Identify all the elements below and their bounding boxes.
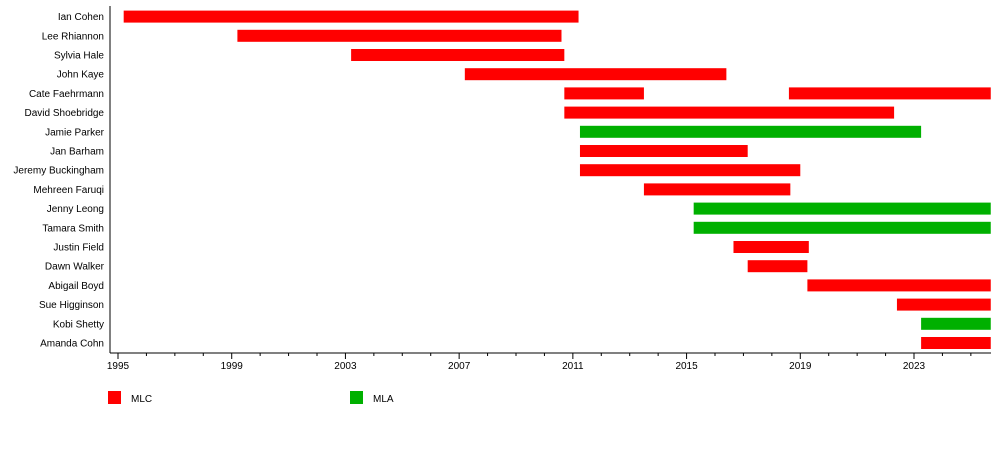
- legend-swatch: [350, 391, 363, 404]
- term-bar: [693, 202, 991, 215]
- x-tick-label: 1995: [107, 361, 130, 372]
- row-label: Sylvia Hale: [54, 51, 104, 62]
- row-label: Amanda Cohn: [40, 339, 104, 350]
- x-tick-label: 2023: [903, 361, 926, 372]
- term-bar: [564, 87, 644, 100]
- x-tick-label: 1999: [221, 361, 244, 372]
- term-bar: [237, 29, 562, 42]
- row-label: Tamara Smith: [42, 223, 104, 234]
- row-label: Dawn Walker: [45, 262, 105, 273]
- term-bar: [579, 164, 801, 177]
- term-bar: [807, 279, 991, 292]
- row-label: Sue Higginson: [39, 300, 104, 311]
- term-bar: [123, 10, 579, 23]
- row-label: Mehreen Faruqi: [33, 185, 104, 196]
- term-bar: [579, 125, 922, 138]
- row-label: Jenny Leong: [47, 204, 104, 215]
- row-label: Justin Field: [53, 243, 104, 254]
- legend-swatch: [108, 391, 121, 404]
- row-label: Jeremy Buckingham: [13, 166, 104, 177]
- row-label: Jamie Parker: [45, 127, 105, 138]
- term-bar: [788, 87, 991, 100]
- term-bar: [579, 145, 748, 157]
- term-bar: [733, 241, 809, 253]
- x-tick-label: 2019: [789, 361, 812, 372]
- row-label: John Kaye: [57, 70, 105, 81]
- x-tick-label: 2007: [448, 361, 471, 372]
- term-bar: [351, 49, 565, 61]
- term-bar: [747, 260, 808, 273]
- row-label: Ian Cohen: [58, 12, 104, 23]
- term-bar: [921, 317, 991, 330]
- term-bar: [464, 68, 727, 81]
- term-bar: [921, 337, 991, 349]
- row-label: Cate Faehrmann: [29, 89, 104, 100]
- term-bar: [693, 221, 991, 234]
- x-tick-label: 2003: [334, 361, 357, 372]
- x-tick-label: 2015: [675, 361, 698, 372]
- row-label: Lee Rhiannon: [42, 31, 104, 42]
- legend-label: MLA: [373, 394, 394, 405]
- row-label: Abigail Boyd: [48, 281, 104, 292]
- term-bar: [564, 106, 895, 119]
- term-bar: [643, 183, 791, 196]
- legend-label: MLC: [131, 394, 152, 405]
- row-label: David Shoebridge: [25, 108, 105, 119]
- row-label: Jan Barham: [50, 147, 104, 158]
- term-bar: [896, 298, 991, 311]
- x-tick-label: 2011: [562, 361, 584, 372]
- row-label: Kobi Shetty: [53, 319, 104, 330]
